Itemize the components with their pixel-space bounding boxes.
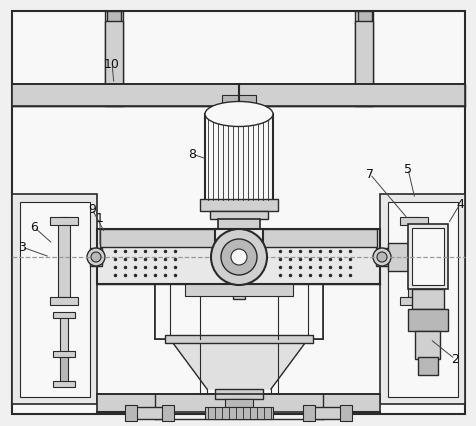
Bar — [229, 256, 248, 271]
Bar — [50, 297, 78, 305]
Circle shape — [91, 253, 101, 262]
Bar — [411, 289, 443, 309]
Bar — [218, 219, 259, 237]
Bar — [53, 381, 75, 387]
Text: 2: 2 — [450, 353, 458, 366]
Bar — [155, 284, 322, 339]
Bar — [97, 394, 379, 412]
Bar — [209, 211, 268, 219]
Bar — [53, 312, 75, 318]
Bar — [379, 195, 464, 404]
Bar — [407, 225, 447, 289]
Text: 9: 9 — [88, 203, 96, 216]
Bar — [225, 399, 252, 407]
Bar — [354, 12, 372, 107]
Bar — [220, 236, 257, 256]
Bar — [162, 405, 174, 421]
Bar — [407, 218, 419, 297]
Circle shape — [376, 253, 386, 262]
Polygon shape — [169, 339, 307, 389]
Text: 5: 5 — [403, 163, 411, 176]
Bar — [339, 405, 351, 421]
Bar — [50, 218, 78, 225]
Bar — [232, 284, 245, 299]
Bar — [12, 85, 464, 107]
Circle shape — [210, 230, 267, 285]
Text: 4: 4 — [455, 198, 463, 211]
Bar — [407, 309, 447, 331]
Bar — [199, 199, 278, 211]
Bar — [125, 405, 137, 421]
Bar — [53, 351, 75, 357]
Bar — [60, 354, 68, 384]
Bar — [185, 284, 292, 296]
Ellipse shape — [205, 102, 272, 127]
Bar — [97, 230, 379, 284]
Bar — [105, 22, 123, 87]
Text: 7: 7 — [365, 168, 373, 181]
Bar — [12, 85, 464, 107]
Bar — [387, 202, 457, 397]
Text: 6: 6 — [30, 221, 38, 234]
Bar — [312, 407, 342, 419]
Text: 1: 1 — [96, 212, 104, 225]
Bar — [375, 248, 387, 266]
Bar — [205, 407, 272, 419]
Circle shape — [230, 249, 247, 265]
Bar — [165, 335, 312, 343]
Bar — [60, 314, 68, 359]
Bar — [58, 218, 70, 297]
Bar — [135, 407, 165, 419]
Bar — [302, 405, 314, 421]
Bar — [215, 389, 262, 399]
Bar — [100, 230, 376, 248]
Text: 3: 3 — [18, 241, 26, 254]
Bar — [387, 243, 407, 271]
Text: 10: 10 — [104, 58, 119, 71]
Bar — [399, 218, 427, 225]
Bar — [411, 228, 443, 285]
Bar — [105, 12, 123, 107]
Bar — [205, 115, 272, 202]
Bar — [414, 331, 439, 359]
Circle shape — [372, 248, 390, 266]
Bar — [215, 230, 262, 259]
Bar — [107, 12, 121, 24]
Bar — [357, 12, 371, 24]
Bar — [399, 297, 427, 305]
Circle shape — [87, 248, 105, 266]
Bar — [12, 195, 97, 404]
Text: 8: 8 — [188, 148, 196, 161]
Bar — [90, 248, 102, 266]
Bar — [417, 357, 437, 375]
Bar — [155, 284, 322, 339]
Bar — [221, 96, 256, 106]
Bar — [20, 202, 90, 397]
Bar — [354, 22, 372, 87]
Circle shape — [220, 239, 257, 275]
